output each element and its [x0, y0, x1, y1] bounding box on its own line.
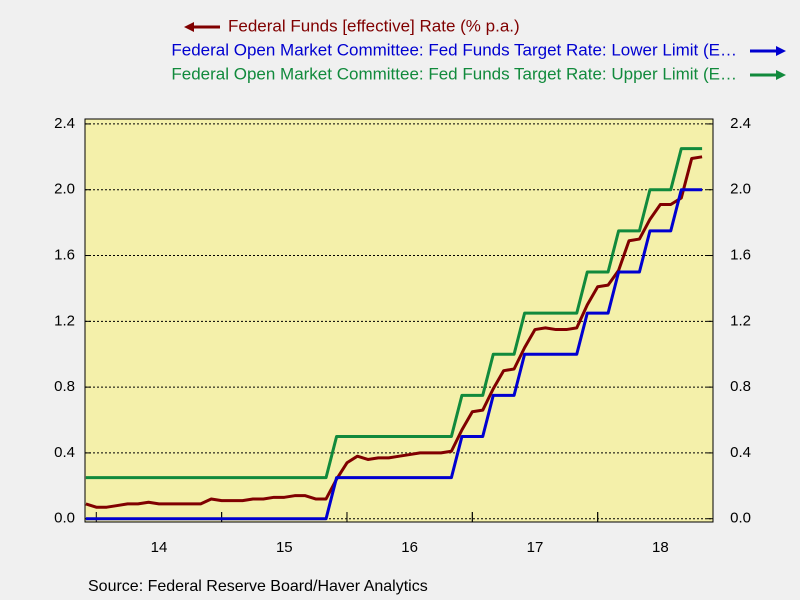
legend-label: Federal Open Market Committee: Fed Funds… [171, 40, 737, 59]
series-line [85, 155, 703, 509]
series-line [85, 188, 703, 521]
y-tick-label: 1.2 [54, 312, 75, 329]
legend-label: Federal Open Market Committee: Fed Funds… [171, 64, 737, 83]
source-note: Source: Federal Reserve Board/Haver Anal… [88, 578, 428, 595]
plot-border [84, 118, 714, 523]
y-tick-label: 2.4 [54, 115, 75, 132]
legend-label: Federal Funds [effective] Rate (% p.a.) [228, 16, 520, 35]
y-tick-label: 0.8 [54, 378, 75, 395]
y2-tick-label: 0.8 [730, 378, 751, 395]
x-tick-label: 14 [151, 539, 168, 556]
y2-tick-label: 0.4 [730, 444, 751, 461]
legend-arrowhead [776, 70, 786, 80]
x-tick-label: 18 [652, 539, 669, 556]
y2-tick-label: 2.0 [730, 181, 751, 198]
y2-tick-label: 1.2 [730, 312, 751, 329]
x-tick-label: 15 [276, 539, 293, 556]
legend-arrowhead [184, 22, 194, 32]
plot-area [85, 119, 713, 522]
y-tick-label: 0.4 [54, 444, 75, 461]
y-tick-label: 0.0 [54, 510, 75, 527]
y-tick-label: 2.0 [54, 181, 75, 198]
legend-arrowhead [776, 46, 786, 56]
x-tick-label: 16 [401, 539, 418, 556]
x-tick-label: 17 [527, 539, 544, 556]
y2-tick-label: 0.0 [730, 510, 751, 527]
y2-tick-label: 2.4 [730, 115, 751, 132]
y2-tick-label: 1.6 [730, 246, 751, 263]
series-line [85, 147, 703, 480]
y-tick-label: 1.6 [54, 246, 75, 263]
